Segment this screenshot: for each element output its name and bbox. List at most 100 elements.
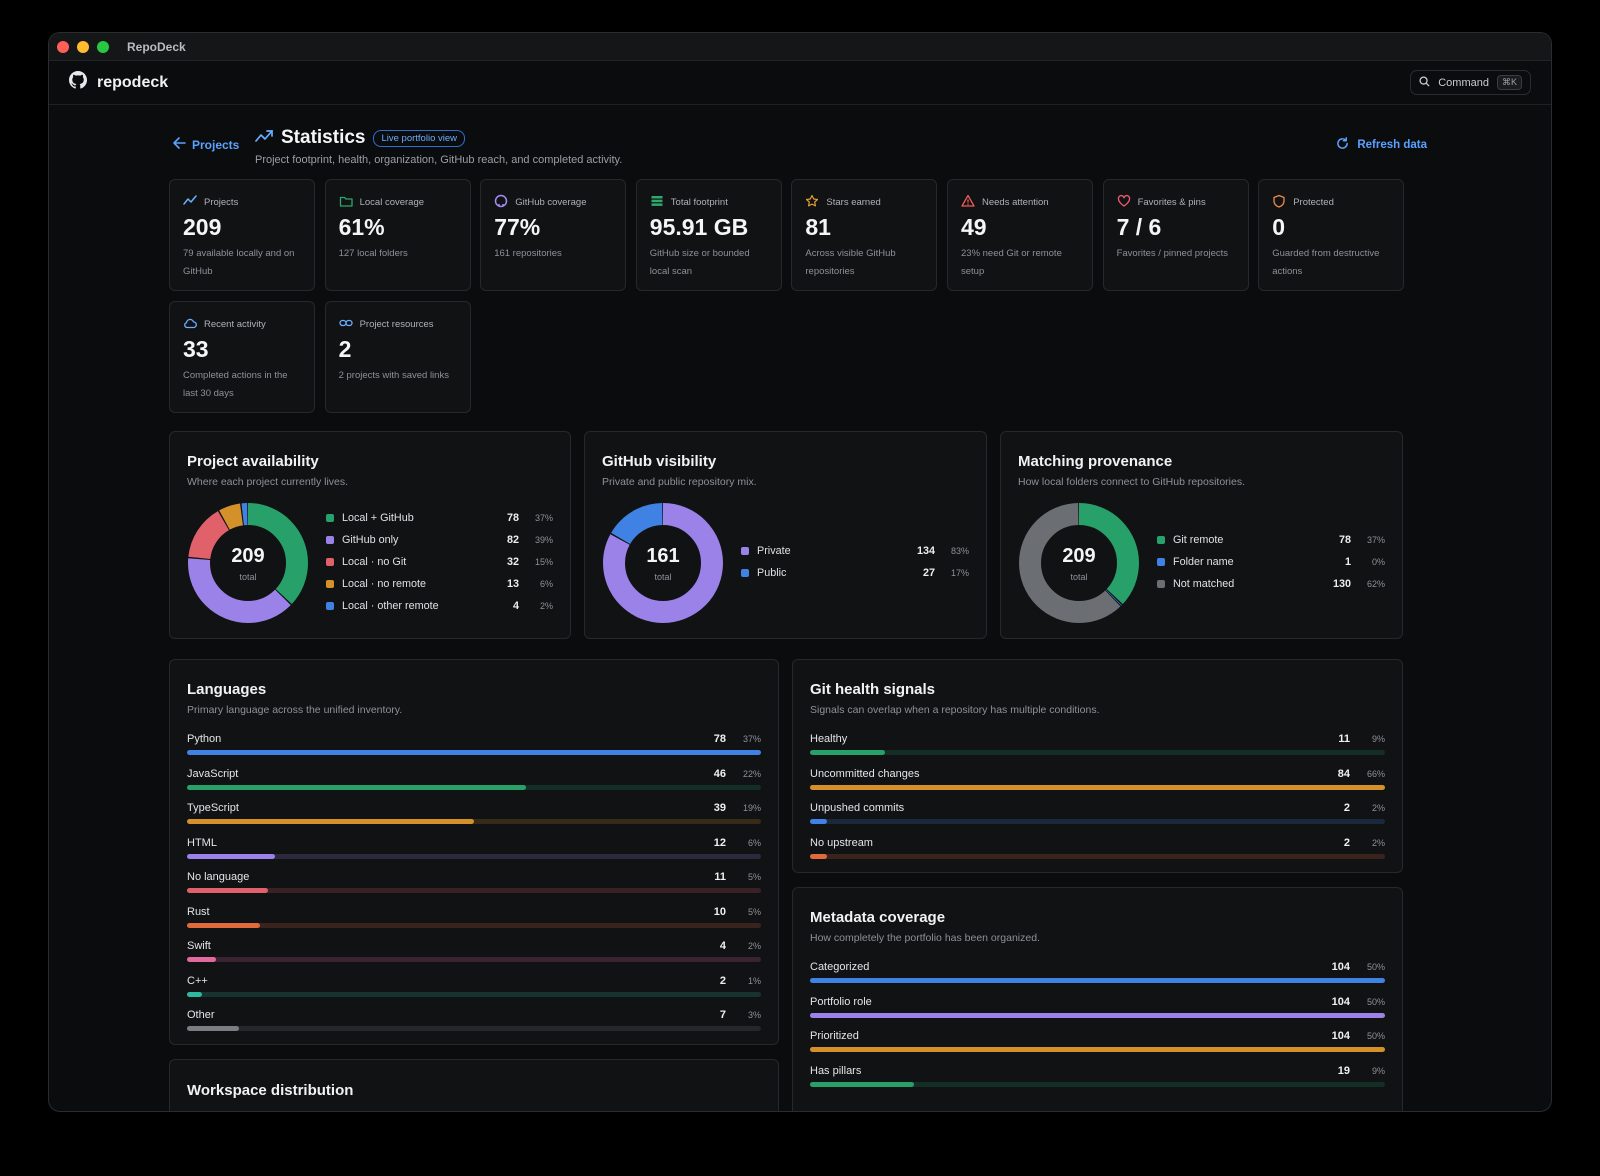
bar-fill xyxy=(187,991,202,997)
provenance-slice-2 xyxy=(1019,503,1139,623)
bar-percent: 6% xyxy=(747,837,761,848)
bar-percent: 66% xyxy=(1366,768,1385,779)
stat-label: Protected xyxy=(1293,197,1334,208)
stat-card[interactable]: Needs attention 49 23% need Git or remot… xyxy=(947,179,1093,291)
provenance-total: 209 xyxy=(1062,544,1096,567)
bar-label: No language xyxy=(187,871,250,883)
close-window-button[interactable] xyxy=(57,40,69,53)
legend-percent: 6% xyxy=(539,579,553,589)
legend-percent: 62% xyxy=(1366,579,1385,589)
stat-card[interactable]: Total footprint 95.91 GB GitHub size or … xyxy=(635,179,782,291)
stat-header: Project resources xyxy=(338,316,434,333)
visibility-slice-0 xyxy=(603,503,723,623)
bar-fill xyxy=(187,750,761,755)
stat-card[interactable]: Stars earned 81 Across visible GitHub re… xyxy=(791,179,938,291)
github-logo-icon xyxy=(69,71,87,94)
availability-subtitle: Where each project currently lives. xyxy=(187,476,349,488)
legend-name: Git remote xyxy=(1173,534,1224,546)
bar-label: Has pillars xyxy=(810,1064,862,1077)
legend-name: Private xyxy=(757,545,791,557)
bar-track xyxy=(810,853,1385,859)
legend-item: Local · other remote 4 2% xyxy=(326,595,553,617)
stat-card[interactable]: Recent activity 33 Completed actions in … xyxy=(169,301,315,413)
stat-label: Needs attention xyxy=(982,197,1049,208)
bar-label: Uncommitted changes xyxy=(810,767,920,780)
bar-track xyxy=(810,784,1385,790)
title-block: Statistics Live portfolio view Project f… xyxy=(255,127,622,166)
command-shortcut: ⌘K xyxy=(1496,75,1522,90)
bar-count: 104 xyxy=(1331,961,1350,973)
bar-fill xyxy=(187,922,261,928)
bar-percent: 19% xyxy=(742,803,761,813)
bar-count: 10 xyxy=(713,905,726,918)
visibility-total-label: total xyxy=(654,571,672,582)
bar-count: 12 xyxy=(713,836,726,849)
provenance-slice-0 xyxy=(1019,503,1139,623)
minimize-window-button[interactable] xyxy=(77,40,89,53)
bar-label: Categorized xyxy=(810,961,870,973)
page-subtitle: Project footprint, health, organization,… xyxy=(255,154,623,166)
stat-header: Total footprint xyxy=(650,194,728,211)
brand[interactable]: repodeck xyxy=(69,71,168,94)
stat-card[interactable]: Favorites & pins 7 / 6 Favorites / pinne… xyxy=(1102,179,1249,291)
bar-row: Categorized 104 50% xyxy=(810,960,1385,990)
stat-header: Protected xyxy=(1272,194,1334,211)
stat-description: GitHub size or bounded local scan xyxy=(649,248,750,277)
legend-item: Local + GitHub 78 37% xyxy=(326,507,553,529)
link-icon xyxy=(338,316,353,333)
bar-percent: 5% xyxy=(747,872,761,882)
legend-swatch xyxy=(741,569,749,577)
bar-count: 2 xyxy=(719,974,726,987)
legend-percent: 15% xyxy=(534,557,553,567)
stat-value: 209 xyxy=(183,214,222,240)
visibility-subtitle: Private and public repository mix. xyxy=(602,476,757,488)
bar-fill xyxy=(187,1026,239,1031)
provenance-donut-center: 209 total xyxy=(1018,502,1140,624)
stat-value: 2 xyxy=(338,336,352,362)
metadata-panel: Metadata coverage How completely the por… xyxy=(792,887,1403,1111)
back-to-projects-link[interactable]: Projects xyxy=(173,137,239,152)
bar-count: 2 xyxy=(1343,836,1350,849)
command-palette-button[interactable]: Command ⌘K xyxy=(1410,70,1531,95)
stat-card[interactable]: Projects 209 79 available locally and on… xyxy=(169,179,315,291)
refresh-icon xyxy=(1336,137,1349,153)
bar-track xyxy=(810,1012,1385,1018)
bar-percent: 2% xyxy=(1371,803,1385,813)
bar-count: 104 xyxy=(1331,995,1350,1008)
bar-label: Healthy xyxy=(810,733,848,745)
availability-title: Project availability xyxy=(187,453,319,470)
bar-label: Python xyxy=(187,733,222,745)
stat-header: Favorites & pins xyxy=(1117,194,1206,211)
page-header: Projects Statistics Live portfolio view … xyxy=(173,127,1427,171)
languages-title: Languages xyxy=(187,681,267,698)
stat-description: 2 projects with saved links xyxy=(338,370,449,381)
stat-label: Project resources xyxy=(359,319,434,330)
stat-description: 79 available locally and on GitHub xyxy=(183,248,295,277)
legend-name: Not matched xyxy=(1173,578,1235,590)
bar-row: Has pillars 19 9% xyxy=(810,1064,1385,1094)
bar-track xyxy=(187,922,761,928)
legend-item: Local · no remote 13 6% xyxy=(326,573,553,595)
legend-name: Local · no remote xyxy=(342,578,427,590)
bar-track xyxy=(810,750,1385,755)
title-bar: RepoDeck xyxy=(49,33,1551,61)
bar-track xyxy=(187,853,761,859)
legend-swatch xyxy=(326,558,334,566)
stat-card[interactable]: GitHub coverage 77% 161 repositories xyxy=(480,179,627,291)
visibility-panel: GitHub visibility Private and public rep… xyxy=(584,431,987,639)
zoom-window-button[interactable] xyxy=(97,40,109,53)
bar-count: 7 xyxy=(719,1009,726,1021)
visibility-total: 161 xyxy=(646,544,680,567)
bar-percent: 37% xyxy=(742,734,761,744)
refresh-data-button[interactable]: Refresh data xyxy=(1336,137,1427,153)
visibility-donut-chart xyxy=(603,503,723,623)
languages-subtitle: Primary language across the unified inve… xyxy=(187,704,403,716)
stat-card[interactable]: Project resources 2 2 projects with save… xyxy=(324,301,471,413)
workspace-title: Workspace distribution xyxy=(187,1082,354,1099)
window-title: RepoDeck xyxy=(127,39,186,54)
bar-count: 84 xyxy=(1337,767,1350,780)
stat-card[interactable]: Protected 0 Guarded from destructive act… xyxy=(1258,179,1405,291)
bar-row: Python 78 37% xyxy=(187,732,761,762)
bar-label: Rust xyxy=(187,905,210,918)
stat-card[interactable]: Local coverage 61% 127 local folders xyxy=(324,179,471,291)
